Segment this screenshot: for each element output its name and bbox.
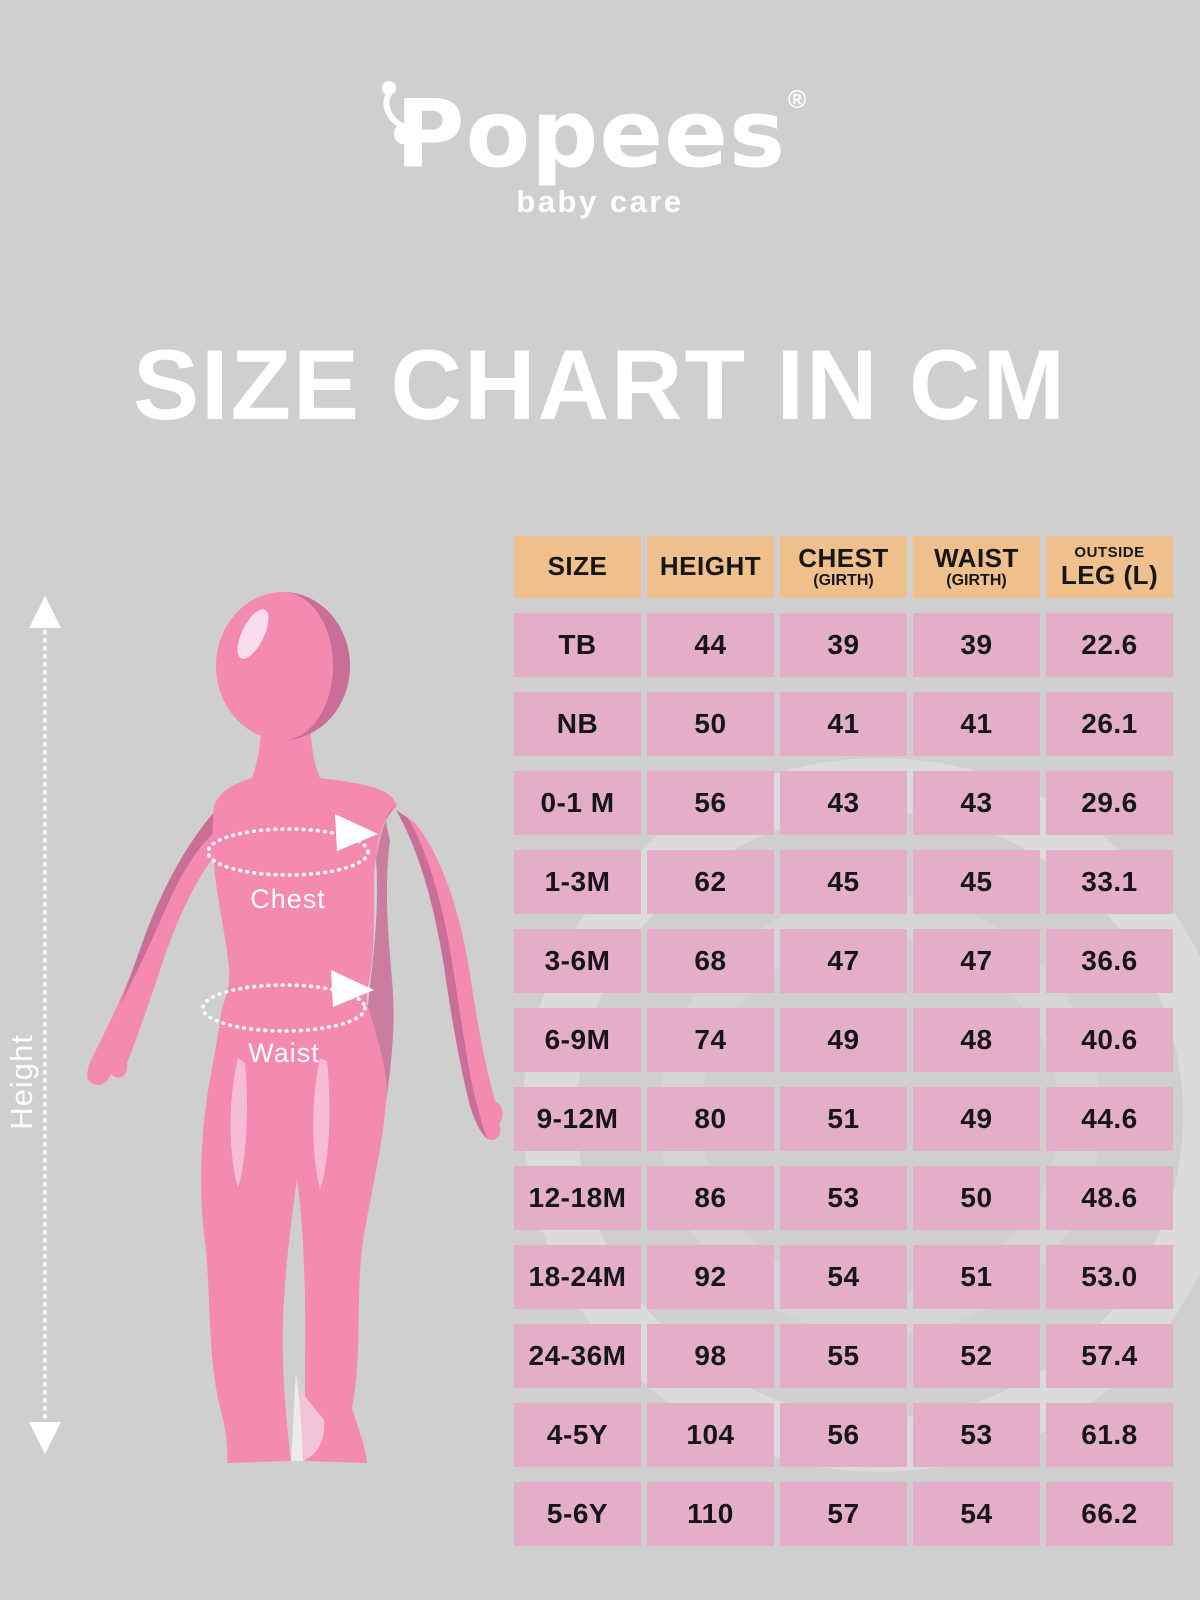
value-cell: 62 bbox=[647, 850, 774, 914]
value-cell: 22.6 bbox=[1046, 613, 1173, 677]
page-title: SIZE CHART IN CM bbox=[133, 329, 1067, 440]
height-label: Height bbox=[4, 1034, 39, 1130]
value-cell: 49 bbox=[780, 1008, 907, 1072]
value-cell: 49 bbox=[913, 1087, 1040, 1151]
waist-label: Waist bbox=[248, 1038, 320, 1068]
value-cell: 80 bbox=[647, 1087, 774, 1151]
header-text-main: LEG (L) bbox=[1060, 559, 1159, 590]
value-cell: 33.1 bbox=[1046, 850, 1173, 914]
size-label-cell: 3-6M bbox=[514, 929, 641, 993]
value-cell: 104 bbox=[647, 1403, 774, 1467]
header-text-main: CHEST bbox=[798, 542, 889, 573]
size-label-cell: TB bbox=[514, 613, 641, 677]
value-cell: 68 bbox=[647, 929, 774, 993]
size-table: SIZE HEIGHT CHEST (GIRTH) WAIST (GIRTH) OUTSID… bbox=[514, 536, 1173, 1546]
value-cell: 92 bbox=[647, 1245, 774, 1309]
header-cell-height: HEIGHT bbox=[647, 536, 774, 598]
waist-measure-ring bbox=[201, 970, 374, 1033]
size-label-cell: 18-24M bbox=[514, 1245, 641, 1309]
value-cell: 50 bbox=[913, 1166, 1040, 1230]
chest-label: Chest bbox=[250, 884, 326, 914]
value-cell: 57 bbox=[780, 1482, 907, 1546]
value-cell: 53.0 bbox=[1046, 1245, 1173, 1309]
value-cell: 57.4 bbox=[1046, 1324, 1173, 1388]
size-label-cell: 4-5Y bbox=[514, 1403, 641, 1467]
value-cell: 41 bbox=[780, 692, 907, 756]
value-cell: 44 bbox=[647, 613, 774, 677]
value-cell: 45 bbox=[913, 850, 1040, 914]
header-cell-size: SIZE bbox=[514, 536, 641, 598]
value-cell: 53 bbox=[913, 1403, 1040, 1467]
size-label-cell: NB bbox=[514, 692, 641, 756]
height-arrow bbox=[29, 596, 61, 1454]
value-cell: 54 bbox=[913, 1482, 1040, 1546]
brand-logo: Popees® bbox=[381, 81, 807, 182]
value-cell: 66.2 bbox=[1046, 1482, 1173, 1546]
value-cell: 52 bbox=[913, 1324, 1040, 1388]
value-cell: 74 bbox=[647, 1008, 774, 1072]
value-cell: 43 bbox=[780, 771, 907, 835]
size-label-cell: 9-12M bbox=[514, 1087, 641, 1151]
value-cell: 56 bbox=[647, 771, 774, 835]
brand-header: Popees® baby care bbox=[0, 81, 1200, 220]
mannequin-body bbox=[87, 592, 503, 1463]
size-label-cell: 24-36M bbox=[514, 1324, 641, 1388]
value-cell: 40.6 bbox=[1046, 1008, 1173, 1072]
value-cell: 45 bbox=[780, 850, 907, 914]
value-cell: 54 bbox=[780, 1245, 907, 1309]
child-figure-illustration: Height Chest bbox=[4, 592, 503, 1463]
value-cell: 47 bbox=[780, 929, 907, 993]
value-cell: 29.6 bbox=[1046, 771, 1173, 835]
header-text-sub: (GIRTH) bbox=[946, 571, 1007, 589]
value-cell: 51 bbox=[913, 1245, 1040, 1309]
value-cell: 48.6 bbox=[1046, 1166, 1173, 1230]
registered-trademark: ® bbox=[787, 86, 807, 114]
value-cell: 50 bbox=[647, 692, 774, 756]
value-cell: 53 bbox=[780, 1166, 907, 1230]
value-cell: 43 bbox=[913, 771, 1040, 835]
brand-tagline: baby care bbox=[516, 184, 684, 219]
header-cell-leg-l: OUTSIDE LEG (L) bbox=[1046, 536, 1173, 598]
value-cell: 110 bbox=[647, 1482, 774, 1546]
value-cell: 41 bbox=[913, 692, 1040, 756]
size-label-cell: 6-9M bbox=[514, 1008, 641, 1072]
value-cell: 98 bbox=[647, 1324, 774, 1388]
value-cell: 47 bbox=[913, 929, 1040, 993]
value-cell: 39 bbox=[913, 613, 1040, 677]
chest-measure-ring bbox=[206, 814, 378, 877]
size-label-cell: 12-18M bbox=[514, 1166, 641, 1230]
value-cell: 61.8 bbox=[1046, 1403, 1173, 1467]
value-cell: 86 bbox=[647, 1166, 774, 1230]
header-text-main: SIZE bbox=[547, 551, 608, 582]
header-text-top: OUTSIDE bbox=[1074, 544, 1145, 562]
header-text-main: WAIST bbox=[934, 542, 1019, 573]
size-label-cell: 0-1 M bbox=[514, 771, 641, 835]
size-label-cell: 1-3M bbox=[514, 850, 641, 914]
header-text-sub: (GIRTH) bbox=[813, 571, 874, 589]
value-cell: 56 bbox=[780, 1403, 907, 1467]
value-cell: 55 bbox=[780, 1324, 907, 1388]
brand-name: Popees bbox=[395, 80, 786, 189]
butterfly-antenna-icon bbox=[381, 81, 416, 144]
value-cell: 39 bbox=[780, 613, 907, 677]
value-cell: 36.6 bbox=[1046, 929, 1173, 993]
header-text-main: HEIGHT bbox=[659, 551, 762, 582]
header-cell-chest: CHEST (GIRTH) bbox=[780, 536, 907, 598]
value-cell: 26.1 bbox=[1046, 692, 1173, 756]
value-cell: 44.6 bbox=[1046, 1087, 1173, 1151]
header-cell-waist: WAIST (GIRTH) bbox=[913, 536, 1040, 598]
size-label-cell: 5-6Y bbox=[514, 1482, 641, 1546]
value-cell: 48 bbox=[913, 1008, 1040, 1072]
value-cell: 51 bbox=[780, 1087, 907, 1151]
